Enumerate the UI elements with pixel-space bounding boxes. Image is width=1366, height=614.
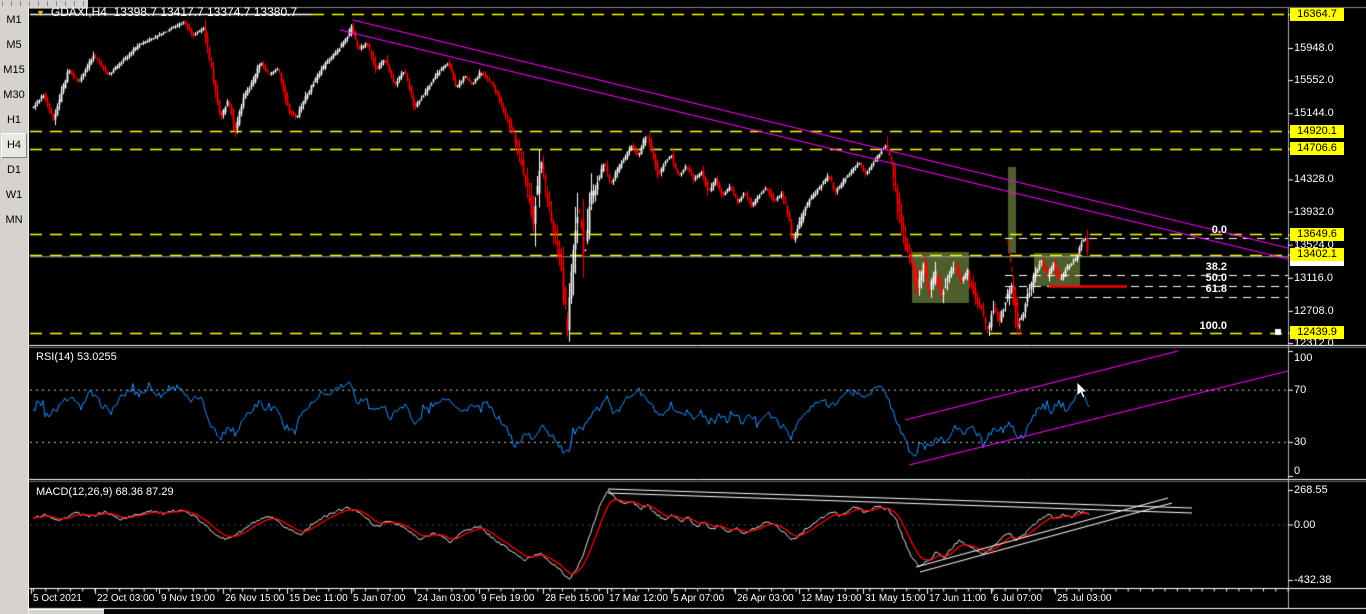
timeframe-button-d1[interactable]: D1	[6, 164, 22, 176]
time-axis-label: 28 Feb 15:00	[545, 593, 604, 604]
timeframe-button-m15[interactable]: M15	[3, 64, 25, 76]
chart-title: ▼ GDAXI,H4 13398.7 13417.7 13374.7 13380.…	[36, 5, 297, 19]
fib-level-label: 50.0	[1205, 271, 1227, 284]
chart-ohlc-values: 13398.7 13417.7 13374.7 13380.7	[113, 5, 298, 19]
timeframe-button-w1[interactable]: W1	[5, 189, 23, 201]
price-level-badge: 14706.6	[1290, 142, 1344, 156]
fib-level-label: 61.8	[1205, 283, 1227, 296]
timeframe-button-h4[interactable]: H4	[1, 133, 27, 158]
timeframe-button-m5[interactable]: M5	[6, 39, 22, 51]
timeframe-toolbar: M1 M5 M15 M30 H1 H4 D1 W1 MN	[0, 8, 29, 614]
chart-symbol-period: GDAXI,H4	[50, 5, 107, 19]
chart-dropdown-icon[interactable]: ▼	[36, 8, 45, 18]
fib-level-label: 100.0	[1199, 319, 1227, 332]
price-level-badge: 16364.7	[1290, 8, 1344, 21]
price-axis-tick-label: 13524.0	[1294, 238, 1334, 251]
price-level-badge: 14920.1	[1290, 124, 1344, 138]
price-axis-tick-label: 15948.0	[1294, 42, 1334, 54]
price-axis-tick-label: 12708.0	[1294, 304, 1334, 317]
macd-axis-tick-label: -432.38	[1294, 574, 1332, 586]
timeframe-button-mn[interactable]: MN	[5, 214, 23, 226]
price-level-badge: 13649.6	[1290, 227, 1344, 241]
current-price-axis-label	[1290, 257, 1344, 266]
timeframe-button-h1[interactable]: H1	[6, 114, 22, 126]
price-level-badge: 13402.1	[1290, 248, 1344, 262]
time-axis-label: 5 Oct 2021	[33, 593, 82, 604]
time-axis-label: 6 Jul 07:00	[993, 593, 1042, 604]
h-scrollbar-thumb[interactable]	[29, 609, 104, 614]
price-axis-tick-label: 13932.0	[1294, 205, 1334, 218]
price-axis-tick-label: 15144.0	[1294, 107, 1334, 120]
rsi-indicator-label: RSI(14) 53.0255	[36, 351, 117, 363]
mouse-cursor	[1076, 381, 1088, 399]
time-axis-label: 24 Jan 03:00	[417, 593, 475, 604]
rsi-axis-tick-label: 70	[1294, 383, 1307, 396]
price-axis-tick-label: 12312.0	[1294, 337, 1334, 349]
timeframe-button-m1[interactable]: M1	[6, 14, 22, 26]
time-axis-label: 31 May 15:00	[865, 593, 926, 604]
macd-indicator-label: MACD(12,26,9) 68.36 87.29	[36, 486, 174, 498]
price-axis-tick-label: 15552.0	[1294, 74, 1334, 87]
timeframe-button-m30[interactable]: M30	[3, 89, 25, 101]
macd-axis-tick-label: 268.55	[1294, 484, 1328, 496]
time-axis-label: 12 May 19:00	[801, 593, 862, 604]
time-axis-label: 5 Jan 07:00	[353, 593, 406, 604]
macd-axis-tick-label: 0.00	[1294, 518, 1316, 531]
time-axis-label: 26 Apr 03:00	[737, 593, 794, 604]
time-axis-label: 15 Dec 11:00	[289, 593, 348, 604]
toolbar-grip-handle[interactable]	[0, 0, 88, 9]
rsi-axis-tick-label: 100	[1294, 352, 1313, 364]
price-axis-tick-label: 13116.0	[1294, 271, 1333, 284]
price-axis-tick-label: 14328.0	[1294, 173, 1334, 186]
time-axis-label: 17 Mar 12:00	[609, 593, 668, 604]
time-axis-label: 25 Jul 03:00	[1057, 593, 1112, 604]
time-axis-label: 17 Jun 11:00	[929, 593, 987, 604]
price-level-badge: 12439.9	[1290, 326, 1344, 340]
rsi-axis-tick-label: 0	[1294, 465, 1301, 477]
fib-level-label: 38.2	[1205, 260, 1227, 273]
time-axis-label: 9 Feb 19:00	[481, 593, 535, 604]
time-axis-label: 26 Nov 15:00	[225, 593, 285, 604]
rsi-axis-tick-label: 30	[1294, 435, 1307, 448]
time-axis-label: 22 Oct 03:00	[97, 593, 155, 604]
time-axis-label: 5 Apr 07:00	[673, 593, 725, 604]
fib-level-label: 0.0	[1211, 224, 1227, 237]
time-axis-label: 9 Nov 19:00	[161, 593, 215, 604]
